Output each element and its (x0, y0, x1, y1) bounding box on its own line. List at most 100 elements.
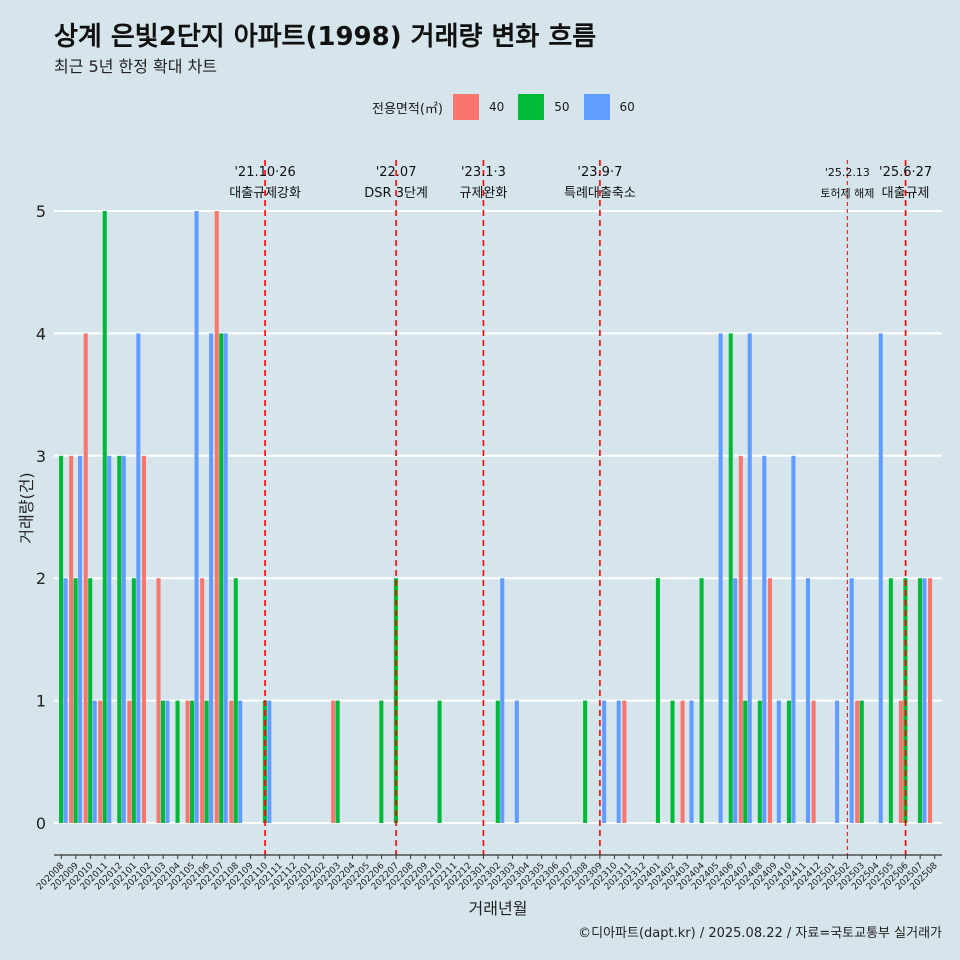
bar-60-202507 (922, 578, 927, 823)
bar-60-202008 (63, 578, 68, 823)
legend-title: 전용면적(㎡) (372, 101, 443, 117)
event-name-label: 대출규제 (882, 186, 930, 201)
bar-50-202308 (583, 700, 588, 823)
event-name-label: 특례대출축소 (564, 186, 636, 201)
event-date-label: '25.6·27 (879, 165, 932, 180)
bar-60-202302 (500, 578, 505, 823)
legend-swatch-60 (583, 94, 610, 120)
bar-50-202106 (204, 700, 209, 823)
bar-60-202107 (223, 333, 228, 823)
x-axis-label: 거래년월 (469, 899, 528, 918)
y-tick-label: 5 (36, 202, 46, 221)
source-caption: ©디아파트(dapt.kr) / 2025.08.22 / 자료=국토교통부 실… (578, 926, 942, 941)
bar-50-202407 (743, 700, 748, 823)
bar-40-202009 (69, 455, 74, 823)
bar-50-202505 (888, 578, 893, 823)
bar-50-202012 (117, 455, 122, 823)
bar-50-202009 (73, 578, 78, 823)
y-tick-label: 0 (36, 814, 46, 833)
event-date-label: '22.07 (376, 165, 417, 180)
legend-item-50: 50 (518, 94, 570, 120)
bar-50-202507 (917, 578, 922, 823)
legend-label-50: 50 (554, 100, 570, 114)
bar-60-202009 (78, 455, 83, 823)
y-axis: 0 1 2 3 4 5 (36, 202, 46, 833)
event-name-label: 규제완화 (460, 186, 508, 201)
bar-60-202403 (689, 700, 694, 823)
bar-40-202107 (214, 211, 219, 823)
bar-40-202010 (83, 333, 88, 823)
bar-60-202310 (616, 700, 621, 823)
bar-50-202104 (175, 700, 180, 823)
bar-60-202010 (92, 700, 97, 823)
bar-50-202010 (88, 578, 93, 823)
bar-60-202405 (718, 333, 723, 823)
event-name-label: DSR 3단계 (364, 186, 428, 201)
event-name-label: 토허제 해제 (820, 186, 874, 200)
legend-item-40: 40 (452, 94, 505, 120)
bar-50-202410 (786, 700, 791, 823)
bar-50-202402 (670, 700, 675, 823)
bar-40-202506 (898, 700, 903, 823)
bar-40-202101 (127, 700, 132, 823)
event-markers: '21.10·26 대출규제강화 '22.07 DSR 3단계 '23.1·3 규제완화 '… (229, 160, 932, 855)
bar-40-202412 (811, 700, 816, 823)
bar-40-202203 (331, 700, 336, 823)
bar-40-202108 (229, 700, 234, 823)
bar-40-202409 (767, 578, 772, 823)
bar-60-202106 (209, 333, 214, 823)
event-date-label: '23.1·3 (461, 165, 506, 180)
y-tick-label: 3 (36, 447, 46, 466)
bar-40-202311 (622, 700, 627, 823)
bar-60-202407 (747, 333, 752, 823)
bar-60-202108 (238, 700, 243, 823)
bars (59, 211, 933, 823)
bar-50-202101 (131, 578, 136, 823)
x-axis: 2020082020092020102020112020122021012021… (35, 854, 942, 892)
bar-40-202503 (855, 700, 860, 823)
bar-40-202407 (738, 455, 743, 823)
bar-50-202206 (379, 700, 384, 823)
legend-swatch-40 (452, 94, 479, 120)
bar-40-202105 (185, 700, 190, 823)
bar-50-202103 (160, 700, 166, 823)
bar-40-202106 (200, 578, 205, 823)
bar-40-202102 (141, 455, 146, 823)
bar-40-202508 (928, 578, 933, 823)
bar-50-202107 (219, 333, 224, 823)
legend-label-60: 60 (619, 100, 635, 114)
bar-40-202403 (680, 700, 685, 823)
bar-60-202309 (602, 700, 607, 823)
bar-40-202103 (156, 578, 161, 823)
event-name-label: 대출규제강화 (229, 186, 301, 201)
bar-50-202105 (190, 700, 195, 823)
legend-label-40: 40 (488, 100, 505, 114)
bar-40-202011 (98, 700, 103, 823)
bar-60-202409 (776, 700, 781, 823)
y-tick-label: 4 (36, 324, 46, 343)
bar-50-202406 (728, 333, 733, 823)
bar-60-202410 (791, 455, 796, 823)
bar-50-202210 (437, 700, 442, 823)
bar-50-202503 (859, 700, 864, 823)
bar-60-202103 (165, 700, 170, 823)
legend-item-60: 60 (583, 94, 635, 120)
y-tick-label: 1 (36, 692, 46, 711)
bar-50-202404 (699, 578, 704, 823)
y-axis-label: 거래량(건) (17, 472, 36, 543)
bar-50-202401 (655, 578, 660, 823)
bar-50-202302 (495, 700, 500, 823)
bar-60-202110 (267, 700, 272, 823)
bar-60-202411 (805, 578, 810, 823)
chart-subtitle: 최근 5년 한정 확대 차트 (54, 57, 218, 76)
bar-50-202011 (102, 211, 107, 823)
bar-50-202008 (59, 455, 64, 823)
y-tick-label: 2 (36, 569, 46, 588)
bar-60-202303 (514, 700, 519, 823)
bar-60-202502 (849, 578, 854, 823)
chart-title: 상계 은빛2단지 아파트(1998) 거래량 변화 흐름 (54, 22, 597, 52)
event-date-label: '21.10·26 (234, 165, 295, 180)
bar-60-202011 (107, 455, 112, 823)
